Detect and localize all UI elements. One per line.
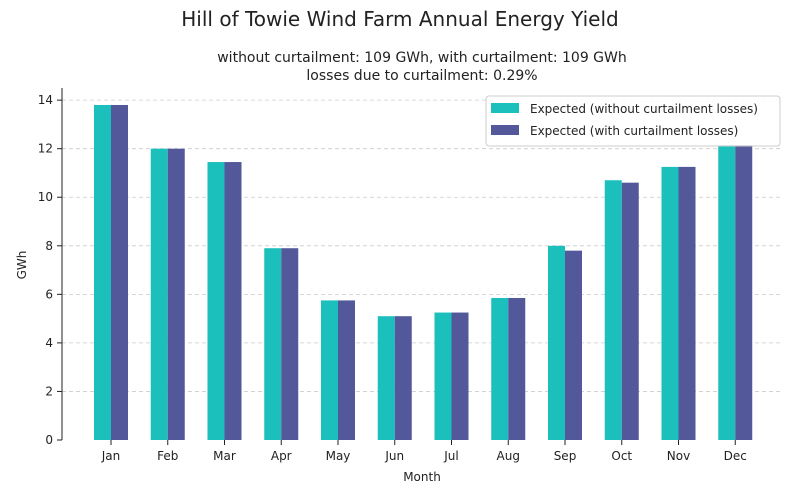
- y-tick-label: 10: [38, 190, 53, 204]
- bar-without-curtailment-mar: [207, 162, 225, 440]
- x-tick-label: Nov: [667, 449, 690, 463]
- x-tick-label: Jul: [443, 449, 458, 463]
- bar-with-curtailment-sep: [565, 250, 582, 440]
- bar-with-curtailment-jun: [394, 316, 412, 440]
- y-tick-label: 12: [38, 142, 53, 156]
- bar-with-curtailment-jul: [451, 312, 469, 440]
- legend: Expected (without curtailment losses) Exp…: [485, 95, 781, 147]
- bar-without-curtailment-jan: [94, 104, 111, 440]
- x-tick-label: Mar: [213, 449, 236, 463]
- x-tick-label: Feb: [157, 449, 178, 463]
- x-tick-label: Sep: [554, 449, 577, 463]
- x-tick-label: Apr: [271, 449, 292, 463]
- legend-box: [485, 95, 781, 147]
- y-tick-label: 4: [45, 336, 53, 350]
- y-tick-label: 14: [38, 93, 53, 107]
- bar-with-curtailment-may: [338, 300, 355, 440]
- bar-without-curtailment-nov: [661, 166, 679, 440]
- y-tick-label: 2: [45, 384, 53, 398]
- x-tick-label: Aug: [497, 449, 520, 463]
- bar-with-curtailment-mar: [224, 162, 242, 440]
- bar-without-curtailment-apr: [264, 248, 282, 440]
- bars: [94, 104, 753, 441]
- legend-label: Expected (without curtailment losses): [530, 102, 758, 116]
- bar-with-curtailment-feb: [167, 148, 185, 441]
- bar-with-curtailment-nov: [678, 166, 696, 440]
- y-axis: 0 2 4 6 8 10 12 14: [38, 88, 63, 447]
- bar-with-curtailment-jan: [111, 104, 128, 440]
- x-tick-label: Dec: [724, 449, 747, 463]
- chart-title: Hill of Towie Wind Farm Annual Energy Yi…: [181, 7, 618, 31]
- bar-without-curtailment-may: [321, 300, 338, 440]
- x-tick-label: Oct: [611, 449, 632, 463]
- y-axis-label: GWh: [15, 251, 29, 280]
- bar-without-curtailment-oct: [604, 180, 622, 440]
- bar-with-curtailment-aug: [508, 297, 526, 440]
- bar-with-curtailment-dec: [735, 145, 753, 440]
- y-tick-label: 8: [45, 239, 53, 253]
- y-tick-label: 6: [45, 287, 53, 301]
- bar-without-curtailment-jun: [377, 316, 395, 440]
- bar-without-curtailment-feb: [150, 148, 168, 441]
- bar-without-curtailment-dec: [718, 145, 736, 440]
- chart-subtitle-line-2: losses due to curtailment: 0.29%: [306, 68, 537, 84]
- bar-without-curtailment-sep: [548, 245, 565, 440]
- chart-subtitle-line-1: without curtailment: 109 GWh, with curta…: [217, 50, 627, 66]
- legend-swatch: [491, 125, 519, 135]
- x-tick-label: May: [326, 449, 351, 463]
- bar-with-curtailment-oct: [621, 182, 639, 441]
- bar-with-curtailment-apr: [281, 248, 299, 440]
- legend-swatch: [491, 103, 519, 113]
- x-axis-label: Month: [403, 470, 441, 484]
- legend-label: Expected (with curtailment losses): [530, 124, 738, 138]
- x-tick-label: Jun: [384, 449, 404, 463]
- y-tick-label: 0: [45, 433, 53, 447]
- bar-without-curtailment-aug: [491, 297, 509, 440]
- x-tick-label: Jan: [101, 449, 121, 463]
- x-axis: Jan Feb Mar Apr May Jun Jul Aug Sep Oct Nov Dec: [101, 440, 747, 463]
- bar-without-curtailment-jul: [434, 312, 452, 440]
